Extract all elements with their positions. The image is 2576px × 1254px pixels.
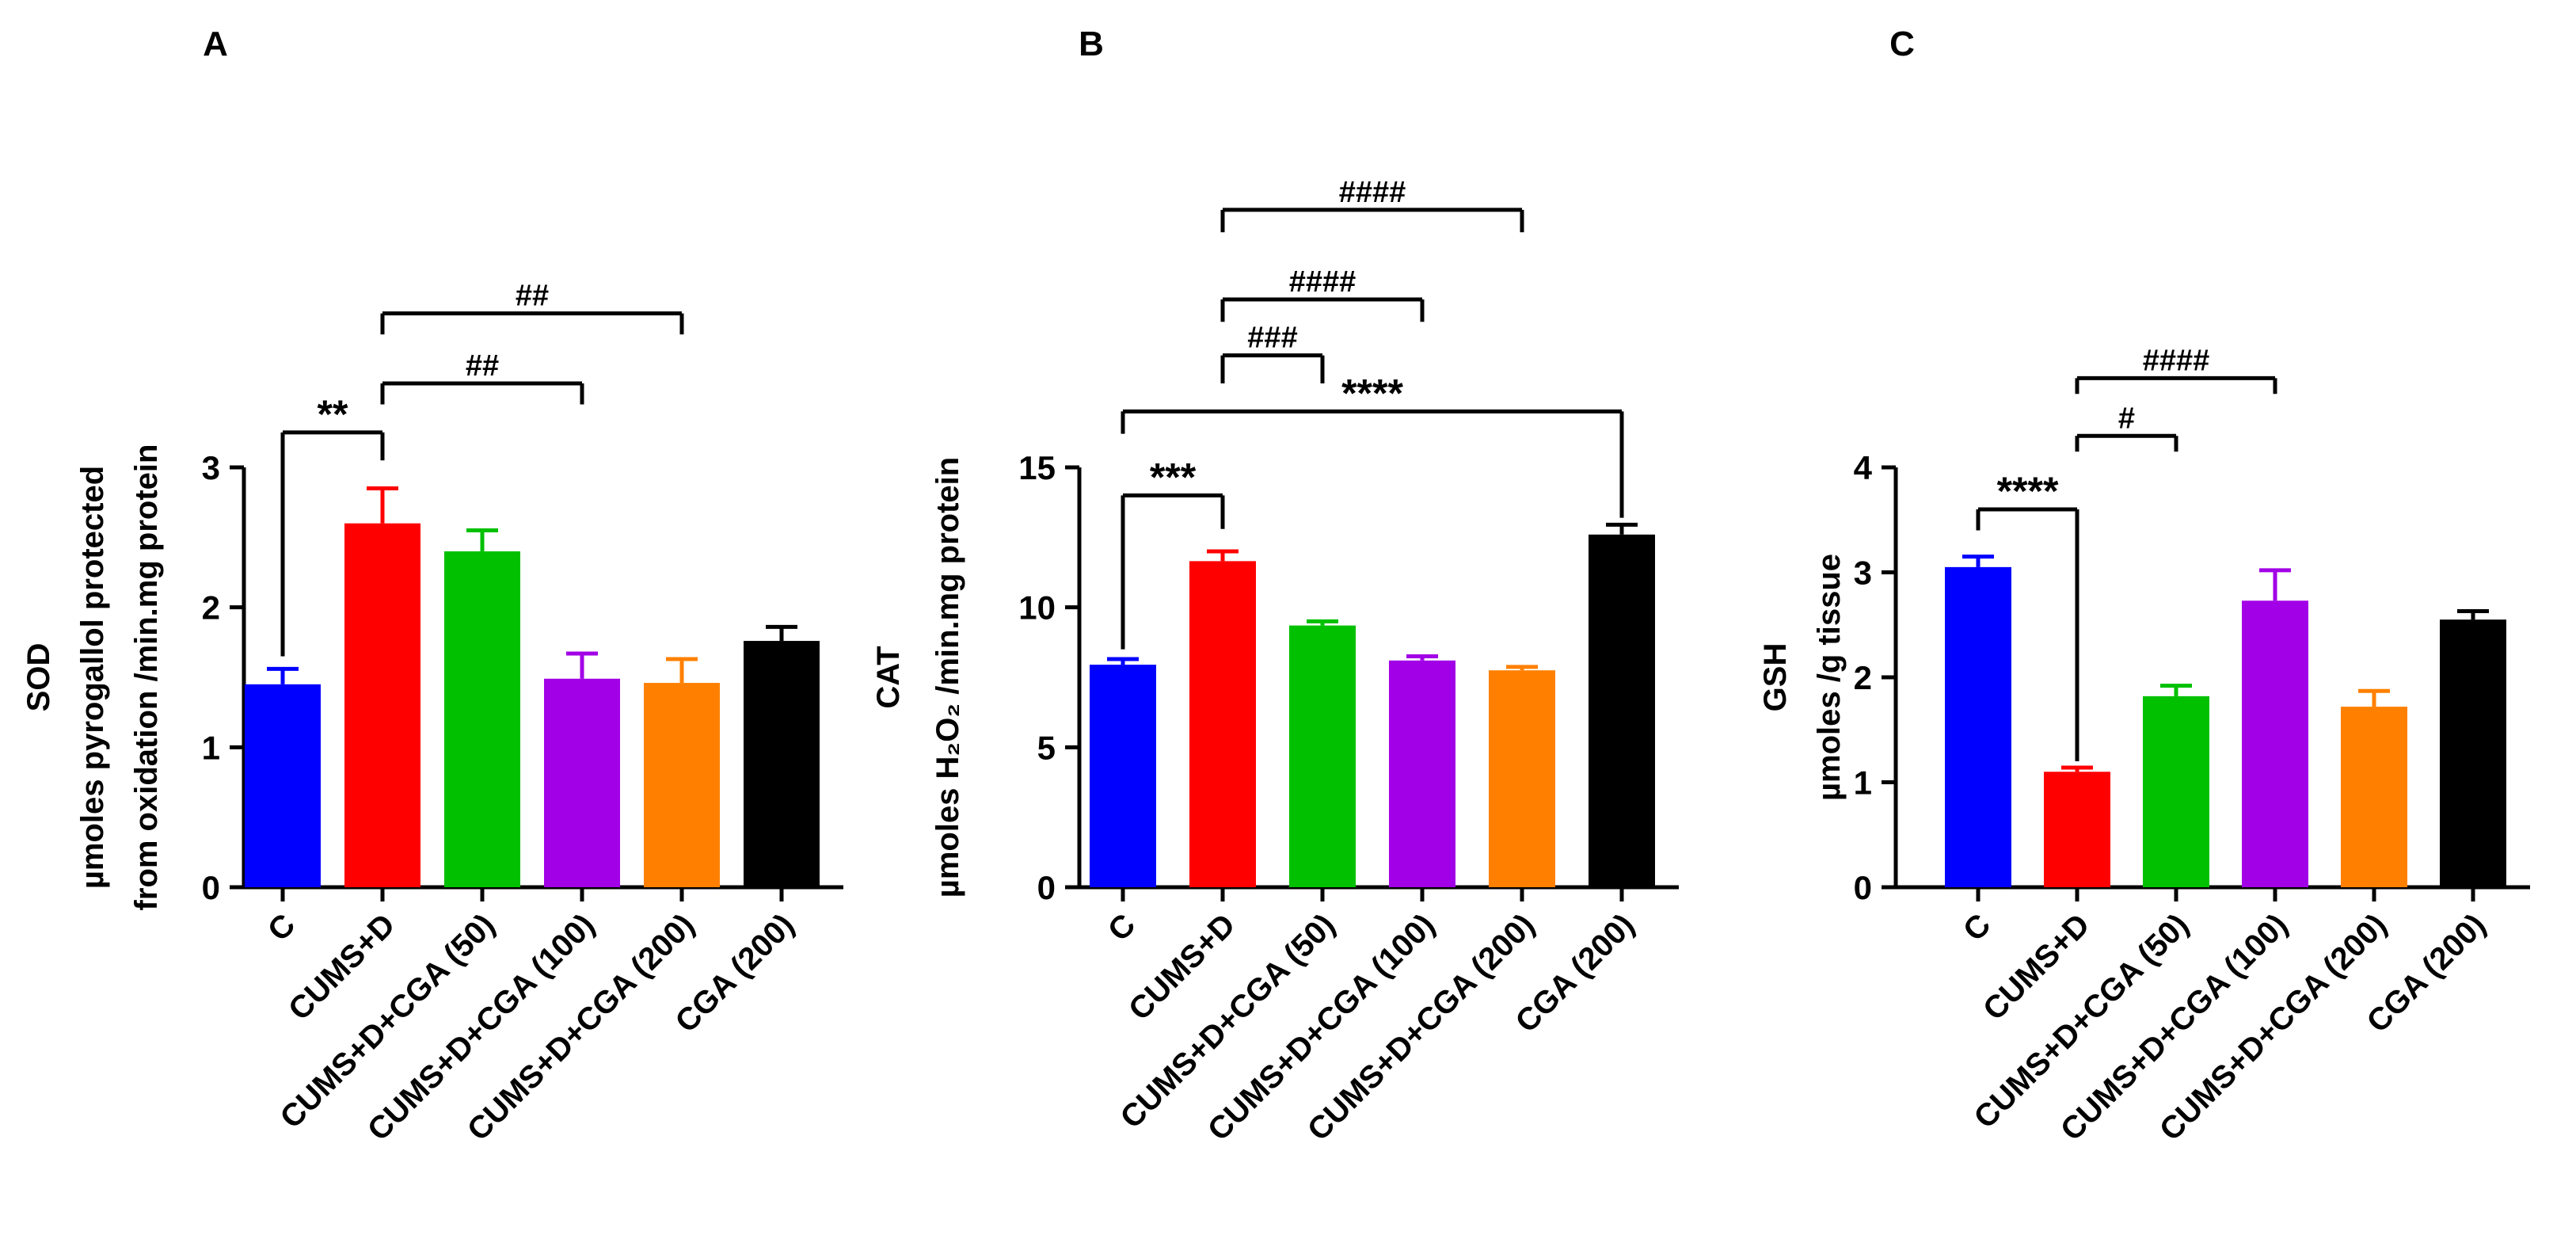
bar xyxy=(1289,625,1356,887)
bar xyxy=(1090,665,1156,887)
x-tick-label: C xyxy=(1957,907,1998,948)
y-tick-label: 0 xyxy=(1854,869,1872,906)
y-axis-label: SOD xyxy=(21,643,56,712)
y-tick-label: 3 xyxy=(202,449,220,486)
significance-label: #### xyxy=(2143,344,2210,377)
y-tick-label: 2 xyxy=(1854,659,1872,696)
y-tick-label: 0 xyxy=(202,869,220,906)
y-axis-label: µmoles pyrogallol protected xyxy=(75,466,110,889)
x-tick-label: C xyxy=(261,907,302,948)
panel-label: C xyxy=(1889,25,1915,63)
panel-label: A xyxy=(203,25,228,63)
significance-label: #### xyxy=(1289,265,1356,299)
y-tick-label: 5 xyxy=(1037,729,1056,766)
significance-label: ## xyxy=(466,349,499,383)
bar xyxy=(544,678,620,887)
significance-label: ** xyxy=(318,392,348,436)
y-tick-label: 1 xyxy=(1854,764,1872,802)
bar xyxy=(1945,566,2011,887)
bar xyxy=(2143,696,2209,887)
y-tick-label: 4 xyxy=(1854,449,1873,486)
bar xyxy=(1389,660,1455,887)
y-tick-label: 1 xyxy=(202,729,220,766)
bar xyxy=(2341,707,2407,887)
bar xyxy=(644,683,720,887)
y-axis-label: from oxidation /min.mg protein xyxy=(129,444,164,911)
significance-label: *** xyxy=(1150,455,1197,499)
y-tick-label: 10 xyxy=(1018,589,1056,627)
x-tick-label: C xyxy=(1102,907,1143,948)
bar xyxy=(2242,600,2308,887)
bar xyxy=(245,684,321,887)
panel-a: A SOD µmoles pyrogallol protected from oxid… xyxy=(21,25,843,1148)
bar xyxy=(1189,561,1256,887)
y-tick-label: 3 xyxy=(1854,555,1872,592)
bar xyxy=(2440,619,2506,887)
significance-label: ### xyxy=(1247,322,1297,355)
significance-label: **** xyxy=(1341,371,1403,415)
bar xyxy=(344,523,420,887)
bar xyxy=(1489,670,1555,887)
significance-label: ## xyxy=(516,280,549,313)
y-axis-label: µmoles H₂O₂ /min.mg protein xyxy=(930,457,965,898)
y-axis-label: µmoles /g tissue xyxy=(1812,554,1847,801)
bar xyxy=(2044,772,2110,887)
bar xyxy=(444,551,520,887)
y-tick-label: 2 xyxy=(202,589,220,627)
y-tick-label: 0 xyxy=(1037,869,1056,906)
y-axis-label: CAT xyxy=(871,646,906,708)
bar xyxy=(744,641,820,887)
significance-label: #### xyxy=(1339,176,1406,209)
significance-label: **** xyxy=(1997,469,2059,513)
panel-label: B xyxy=(1079,25,1104,63)
bar xyxy=(1589,534,1655,887)
y-axis-label: GSH xyxy=(1758,643,1793,712)
significance-label: # xyxy=(2118,402,2135,435)
y-tick-label: 15 xyxy=(1018,449,1056,486)
